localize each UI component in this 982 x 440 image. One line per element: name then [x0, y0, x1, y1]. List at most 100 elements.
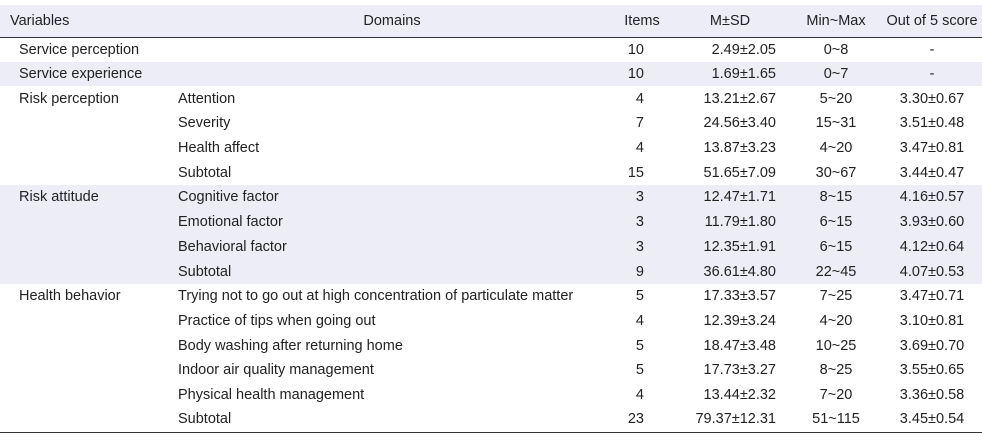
cell-items: 3	[606, 234, 670, 260]
cell-domain: Indoor air quality management	[178, 362, 374, 379]
header-msd: M±SD	[670, 5, 790, 38]
cell-items: 10	[627, 41, 644, 58]
results-table: Variables Domains Items M±SD Min~Max Out…	[0, 5, 982, 433]
cell-items: 4	[635, 90, 644, 107]
cell-domain: Health affect	[178, 140, 260, 157]
header-score: Out of 5 score	[882, 5, 982, 38]
cell-score: 3.51±0.48	[899, 115, 965, 132]
cell-items: 9	[606, 259, 670, 284]
cell-score: 4.12±0.64	[882, 234, 982, 260]
table-row: Subtotal 9 36.61±4.80 22~45 4.07±0.53	[0, 259, 982, 284]
cell-items: 15	[627, 164, 644, 181]
header-row: Variables Domains Items M±SD Min~Max Out…	[0, 5, 982, 38]
cell-items: 4	[635, 140, 644, 157]
cell-msd: 11.79±1.80	[670, 209, 790, 235]
cell-score: 3.44±0.47	[899, 164, 965, 181]
cell-domain: Trying not to go out at high concentrati…	[178, 288, 574, 305]
cell-score: 3.10±0.81	[899, 312, 965, 329]
table-row: Health behavior Trying not to go out at …	[0, 284, 982, 309]
cell-variable	[0, 407, 178, 433]
cell-minmax: 4~20	[819, 312, 853, 329]
cell-items: 23	[606, 407, 670, 433]
header-minmax: Min~Max	[790, 5, 882, 38]
cell-score: 3.47±0.71	[899, 288, 965, 305]
cell-minmax: 0~7	[790, 61, 882, 87]
cell-items: 3	[606, 185, 670, 210]
cell-msd: 51.65±7.09	[703, 164, 776, 181]
cell-domain: Physical health management	[178, 386, 365, 403]
table-row: Behavioral factor 3 12.35±1.91 6~15 4.12…	[0, 234, 982, 260]
cell-variable	[0, 160, 178, 185]
table-row: Service perception 10 2.49±2.05 0~8 -	[0, 37, 982, 62]
cell-domain: Behavioral factor	[178, 234, 606, 260]
table-row: Subtotal 23 79.37±12.31 51~115 3.45±0.54	[0, 407, 982, 433]
cell-msd: 17.33±3.57	[703, 288, 776, 305]
cell-msd: 12.47±1.71	[670, 185, 790, 210]
cell-variable	[0, 383, 178, 408]
cell-msd: 2.49±2.05	[711, 41, 776, 58]
cell-minmax: 5~20	[819, 90, 853, 107]
header-domains: Domains	[178, 5, 606, 38]
cell-variable	[0, 309, 178, 334]
cell-domain: Subtotal	[178, 259, 606, 284]
cell-domain: Severity	[178, 115, 231, 132]
cell-score: 3.93±0.60	[882, 209, 982, 235]
cell-variable	[0, 136, 178, 161]
cell-items: 5	[635, 362, 644, 379]
cell-variable	[0, 259, 178, 284]
cell-domain: Body washing after returning home	[178, 337, 403, 354]
cell-score: -	[929, 41, 935, 58]
cell-variable: Risk perception	[19, 90, 119, 107]
cell-minmax: 8~15	[790, 185, 882, 210]
cell-minmax: 10~25	[815, 337, 857, 354]
cell-minmax: 6~15	[790, 209, 882, 235]
table-row: Physical health management 4 13.44±2.32 …	[0, 383, 982, 408]
cell-score: 4.16±0.57	[882, 185, 982, 210]
table-row: Risk perception Attention 4 13.21±2.67 5…	[0, 86, 982, 111]
cell-domain: Emotional factor	[178, 209, 606, 235]
cell-minmax: 51~115	[790, 407, 882, 433]
cell-minmax: 6~15	[790, 234, 882, 260]
cell-variable	[0, 333, 178, 358]
cell-msd: 1.69±1.65	[670, 61, 790, 87]
cell-minmax: 7~20	[819, 386, 853, 403]
header-items: Items	[606, 5, 670, 38]
cell-msd: 13.21±2.67	[703, 90, 776, 107]
cell-minmax: 8~25	[819, 362, 853, 379]
cell-items: 7	[635, 115, 644, 132]
cell-msd: 17.73±3.27	[703, 362, 776, 379]
cell-variable: Service perception	[19, 41, 140, 58]
cell-variable: Risk attitude	[0, 185, 178, 210]
cell-domain	[178, 37, 606, 62]
cell-domain: Subtotal	[178, 164, 232, 181]
cell-items: 4	[635, 312, 644, 329]
cell-items: 5	[635, 337, 644, 354]
table-row: Body washing after returning home 5 18.4…	[0, 333, 982, 358]
cell-variable	[0, 209, 178, 235]
cell-variable	[0, 234, 178, 260]
table-row: Health affect 4 13.87±3.23 4~20 3.47±0.8…	[0, 136, 982, 161]
cell-msd: 13.44±2.32	[703, 386, 776, 403]
cell-minmax: 22~45	[790, 259, 882, 284]
cell-domain: Attention	[178, 90, 236, 107]
table-row: Emotional factor 3 11.79±1.80 6~15 3.93±…	[0, 209, 982, 235]
cell-score: 3.47±0.81	[899, 140, 965, 157]
cell-score: 4.07±0.53	[882, 259, 982, 284]
table-row: Practice of tips when going out 4 12.39±…	[0, 309, 982, 334]
cell-msd: 18.47±3.48	[703, 337, 776, 354]
cell-msd: 13.87±3.23	[703, 140, 776, 157]
cell-items: 4	[635, 386, 644, 403]
table-row: Severity 7 24.56±3.40 15~31 3.51±0.48	[0, 111, 982, 136]
cell-variable	[0, 358, 178, 383]
cell-msd: 24.56±3.40	[703, 115, 776, 132]
table-row: Risk attitude Cognitive factor 3 12.47±1…	[0, 185, 982, 210]
table-row: Service experience 10 1.69±1.65 0~7 -	[0, 61, 982, 87]
cell-score: -	[882, 61, 982, 87]
cell-msd: 12.39±3.24	[703, 312, 776, 329]
cell-score: 3.30±0.67	[899, 90, 965, 107]
cell-score: 3.55±0.65	[899, 362, 965, 379]
cell-msd: 79.37±12.31	[670, 407, 790, 433]
cell-variable	[0, 111, 178, 136]
cell-items: 5	[635, 288, 644, 305]
cell-msd: 12.35±1.91	[670, 234, 790, 260]
